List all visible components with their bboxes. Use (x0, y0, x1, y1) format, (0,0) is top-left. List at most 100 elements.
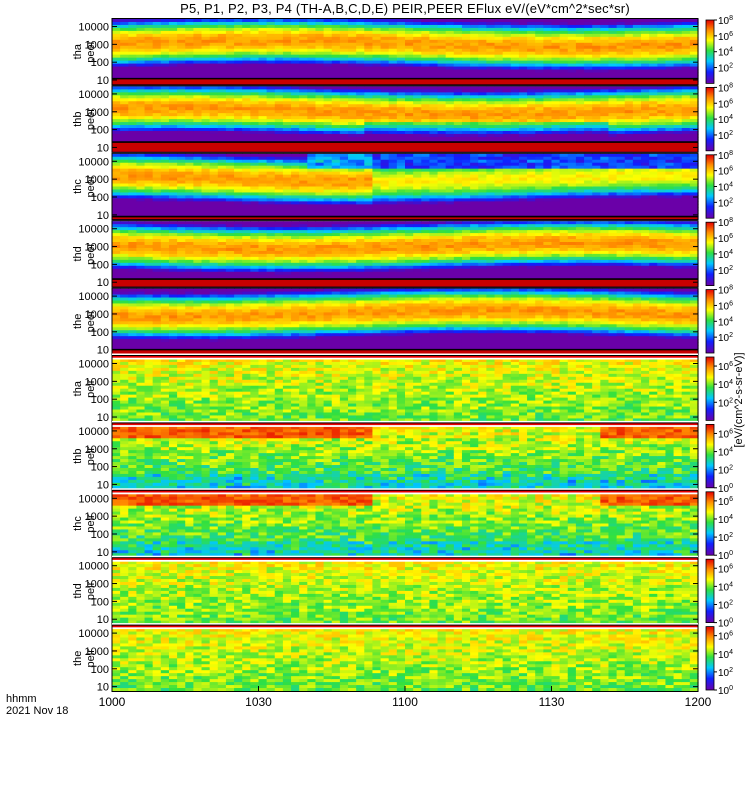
frame-thd-peer (111, 220, 699, 288)
cbar-tick-label-thd-peer-1: 106 (718, 233, 733, 245)
chart-title: P5, P1, P2, P3, P4 (TH-A,B,C,D,E) PEIR,P… (110, 1, 700, 16)
cbar-tick-label-thc-peir-0: 106 (718, 496, 733, 508)
xtick-label-3: 1130 (539, 695, 565, 709)
chart-title-text: P5, P1, P2, P3, P4 (TH-A,B,C,D,E) PEIR,P… (180, 1, 630, 16)
ytick-label-thc-peir-2: 100 (91, 529, 109, 541)
panel-the-peer: 10000 1000 100 10 thepeer 108 106 104 102 (72, 285, 733, 357)
ytick-label-thc-peer-3: 10 (97, 210, 109, 222)
panel-thc-peir: 10000 1000 100 10 thcpeir 106 104 102 100 (72, 488, 733, 562)
cbar-tick-label-tha-peer-3: 102 (718, 63, 733, 75)
cbar-tick-label-thc-peir-1: 104 (718, 514, 733, 526)
cbar-tick-label-the-peer-1: 106 (718, 300, 733, 312)
cbar-tick-label-thb-peer-0: 108 (718, 82, 733, 94)
colorbar-label: [eV/(cm^2-s-sr-eV)] (733, 353, 745, 448)
colorbar-tha-peer: 108 106 104 102 (705, 15, 733, 84)
x-axis: [eV/(cm^2-s-sr-eV)] 1000 1030 1100 1130 1200 h… (6, 353, 745, 718)
colorbar-thb-peir: 106 104 102 100 (705, 423, 733, 495)
colorbar-tha-peir: 106 104 102 (705, 356, 733, 421)
colorbar-the-peer: 108 106 104 102 (705, 285, 733, 354)
scpot-band-thc-peer (112, 216, 698, 220)
heatmap-thb-peir (112, 423, 699, 490)
heatmap-the-peir (112, 625, 699, 692)
colorbar-fill-thd-peir (705, 558, 715, 624)
cbar-tick-label-thc-peer-0: 108 (718, 150, 733, 162)
ytick-label-thb-peer-3: 10 (97, 142, 109, 154)
ytick-label-thc-peir-0: 10000 (78, 493, 109, 505)
cbar-tick-label-thb-peir-0: 106 (718, 428, 733, 440)
cbar-tick-label-thb-peir-1: 104 (718, 447, 733, 459)
cbar-tick-label-the-peer-2: 104 (718, 316, 733, 328)
cbar-tick-label-the-peer-0: 108 (718, 285, 733, 297)
colorbar-thd-peir: 106 104 102 100 (705, 558, 733, 630)
cbar-tick-label-tha-peer-2: 104 (718, 47, 733, 59)
ytick-label-tha-peer-1: 1000 (85, 39, 109, 51)
cbar-tick-label-thd-peer-0: 108 (718, 217, 733, 229)
panel-label-thd-peir: thdpeir (72, 581, 97, 600)
xlabel-hhmm: hhmm (6, 693, 37, 705)
cbar-tick-label-thd-peir-2: 102 (718, 599, 733, 611)
cbar-tick-label-thc-peir-3: 100 (718, 550, 733, 562)
ytick-label-thb-peir-2: 100 (91, 462, 109, 474)
heatmap-thd-peir (112, 558, 699, 625)
ytick-label-thd-peir-3: 10 (97, 614, 109, 626)
panel-label-the-peer: thepeer (72, 310, 97, 332)
colorbar-fill-thb-peir (705, 423, 715, 489)
gap-red-thc-peir (112, 490, 698, 493)
cbar-tick-label-thc-peer-1: 106 (718, 166, 733, 178)
colorbar-the-peir: 106 104 102 100 (705, 626, 733, 697)
ytick-label-thc-peir-1: 1000 (85, 511, 109, 523)
cbar-tick-label-thb-peer-3: 102 (718, 130, 733, 142)
cbar-tick-label-thc-peer-3: 102 (718, 197, 733, 209)
frame-thc-peer (111, 152, 699, 221)
panel-tha-peir: 10000 1000 100 10 thapeir 106 104 102 (72, 353, 733, 424)
cbar-tick-label-thd-peir-3: 100 (718, 618, 733, 630)
ytick-label-the-peer-1: 1000 (85, 309, 109, 321)
ytick-label-thb-peir-3: 10 (97, 479, 109, 491)
gap-red-thd-peir (112, 557, 698, 560)
ytick-label-thd-peir-2: 100 (91, 596, 109, 608)
cbar-tick-label-thc-peir-2: 102 (718, 532, 733, 544)
ytick-label-thd-peer-1: 1000 (85, 242, 109, 254)
ytick-label-thd-peer-0: 10000 (78, 224, 109, 236)
colorbar-fill-thb-peer (705, 87, 715, 152)
scpot-band-thb-peer (112, 142, 698, 152)
colorbar-thb-peer: 108 106 104 102 (705, 82, 733, 152)
cbar-tick-label-thb-peir-2: 102 (718, 465, 733, 477)
cbar-tick-label-thb-peer-1: 106 (718, 98, 733, 110)
ytick-label-the-peir-1: 1000 (85, 646, 109, 658)
colorbar-fill-the-peir (705, 626, 715, 691)
colorbar-fill-tha-peer (705, 19, 715, 84)
ytick-label-tha-peer-0: 10000 (78, 22, 109, 34)
ytick-label-tha-peir-2: 100 (91, 394, 109, 406)
ytick-label-tha-peir-1: 1000 (85, 376, 109, 388)
panel-label-thd-peer: thdpeer (72, 243, 97, 265)
cbar-tick-label-tha-peer-1: 106 (718, 31, 733, 43)
cbar-tick-label-thd-peer-2: 104 (718, 249, 733, 261)
colorbar-thc-peir: 106 104 102 100 (705, 491, 733, 562)
panel-label-tha-peir: thapeir (72, 379, 97, 398)
ytick-label-thb-peer-1: 1000 (85, 107, 109, 119)
panel-tha-peer: 10000 1000 100 10 thapeer 108 106 104 102 (72, 15, 733, 87)
ytick-label-thc-peir-3: 10 (97, 547, 109, 559)
heatmap-thb-peer (112, 86, 699, 153)
heatmap-the-peer (112, 288, 699, 355)
ytick-label-thb-peer-0: 10000 (78, 89, 109, 101)
heatmap-thc-peer (112, 153, 699, 220)
cbar-tick-label-tha-peir-1: 104 (718, 379, 733, 391)
ytick-label-thc-peer-2: 100 (91, 192, 109, 204)
cbar-tick-label-the-peer-3: 102 (718, 332, 733, 344)
cbar-tick-label-thb-peer-2: 104 (718, 114, 733, 126)
ytick-label-the-peir-3: 10 (97, 682, 109, 694)
ytick-label-thc-peer-0: 10000 (78, 156, 109, 168)
xtick-label-1: 1030 (245, 695, 272, 709)
cbar-tick-label-thd-peir-0: 106 (718, 563, 733, 575)
heatmap-thd-peer (112, 221, 699, 288)
cbar-tick-label-thd-peer-3: 102 (718, 265, 733, 277)
panel-the-peir: 10000 1000 100 10 thepeir 106 104 102 100 (72, 623, 733, 697)
cbar-tick-label-the-peir-0: 106 (718, 631, 733, 643)
panel-label-thb-peer: thbpeer (72, 108, 97, 130)
xtick-label-4: 1200 (685, 695, 712, 709)
colorbar-thd-peer: 108 106 104 102 (705, 217, 733, 286)
panel-thb-peir: 10000 1000 100 10 thbpeir 106 104 102 100 (72, 420, 733, 495)
